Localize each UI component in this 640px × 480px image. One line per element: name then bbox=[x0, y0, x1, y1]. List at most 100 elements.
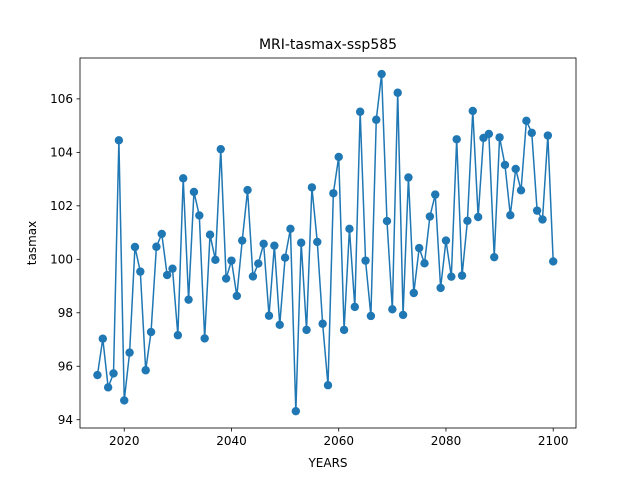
data-point bbox=[130, 242, 140, 252]
data-point bbox=[296, 238, 306, 247]
data-point bbox=[291, 406, 301, 416]
axes-frame bbox=[79, 57, 577, 429]
y-tick-label: 100 bbox=[50, 253, 73, 267]
x-axis-label: YEARS bbox=[307, 456, 347, 470]
data-point bbox=[447, 272, 456, 281]
data-point bbox=[431, 190, 440, 199]
data-point bbox=[275, 320, 284, 330]
data-point bbox=[189, 187, 199, 197]
data-point bbox=[334, 152, 343, 162]
data-point bbox=[157, 229, 166, 239]
data-point bbox=[355, 107, 365, 116]
chart-title: MRI-tasmax-ssp585 bbox=[259, 37, 397, 53]
data-point bbox=[345, 224, 354, 234]
data-point bbox=[516, 186, 526, 195]
x-tick-label: 2100 bbox=[538, 434, 569, 448]
data-point bbox=[468, 106, 477, 116]
data-point bbox=[270, 241, 279, 250]
data-point bbox=[227, 256, 236, 265]
data-point bbox=[103, 383, 113, 392]
series-layer bbox=[93, 69, 558, 416]
data-point bbox=[323, 381, 333, 390]
data-point bbox=[173, 331, 183, 340]
data-point bbox=[243, 185, 252, 195]
data-point bbox=[372, 115, 381, 124]
data-point bbox=[495, 133, 504, 142]
data-point bbox=[441, 236, 451, 245]
data-point bbox=[259, 239, 268, 248]
data-point bbox=[141, 366, 150, 375]
x-tick-label: 2020 bbox=[109, 434, 140, 448]
y-axis-ticks: 94 96 98 100 102 104 106 bbox=[50, 92, 80, 427]
data-point bbox=[463, 216, 472, 226]
data-point bbox=[414, 243, 424, 253]
data-point bbox=[195, 211, 204, 220]
y-tick-label: 94 bbox=[58, 413, 73, 427]
data-point bbox=[286, 224, 295, 234]
data-point bbox=[522, 116, 531, 126]
data-point bbox=[457, 271, 467, 280]
data-point bbox=[506, 211, 515, 220]
data-point bbox=[302, 325, 311, 335]
data-point bbox=[93, 370, 102, 380]
data-point bbox=[205, 230, 215, 239]
data-point bbox=[339, 325, 349, 335]
data-point bbox=[232, 291, 242, 301]
data-point bbox=[538, 215, 547, 224]
data-point bbox=[264, 311, 274, 320]
data-point bbox=[549, 257, 558, 266]
plot-area: 2020 2040 2060 2080 2100 94 96 98 100 102 104 106 bbox=[50, 57, 577, 448]
data-point bbox=[511, 164, 520, 174]
data-point bbox=[543, 131, 553, 140]
data-point bbox=[377, 69, 386, 79]
data-point bbox=[120, 396, 129, 405]
data-point bbox=[211, 255, 220, 265]
y-tick-label: 102 bbox=[50, 199, 73, 213]
y-tick-label: 96 bbox=[58, 360, 73, 374]
data-point bbox=[420, 259, 429, 268]
data-point bbox=[382, 216, 392, 226]
data-point bbox=[125, 348, 134, 357]
y-tick-label: 98 bbox=[58, 306, 73, 320]
y-tick-label: 104 bbox=[50, 146, 73, 160]
x-tick-label: 2060 bbox=[323, 434, 354, 448]
data-point bbox=[425, 212, 435, 221]
data-point bbox=[114, 136, 124, 145]
data-point bbox=[152, 242, 161, 251]
data-point bbox=[500, 160, 510, 170]
data-point bbox=[200, 334, 209, 343]
data-point bbox=[136, 267, 145, 276]
data-point bbox=[436, 283, 445, 293]
x-tick-label: 2080 bbox=[431, 434, 462, 448]
data-point bbox=[366, 311, 376, 321]
y-axis-label: tasmax bbox=[25, 221, 39, 265]
data-point bbox=[179, 174, 188, 183]
data-point bbox=[393, 88, 402, 97]
data-point bbox=[361, 256, 370, 265]
data-point bbox=[238, 236, 247, 245]
data-point bbox=[280, 253, 290, 262]
data-point bbox=[527, 128, 536, 138]
data-point bbox=[329, 189, 338, 198]
data-point bbox=[168, 264, 177, 273]
data-point bbox=[388, 305, 397, 314]
data-point bbox=[350, 302, 360, 312]
data-point bbox=[484, 129, 494, 139]
data-point bbox=[398, 310, 408, 320]
data-point bbox=[248, 272, 258, 281]
data-point bbox=[109, 369, 118, 378]
series-line bbox=[96, 73, 554, 412]
data-point bbox=[313, 237, 322, 247]
data-point bbox=[146, 327, 156, 337]
data-point bbox=[404, 173, 413, 182]
data-point bbox=[409, 288, 418, 298]
data-point bbox=[162, 270, 172, 280]
data-point bbox=[490, 252, 499, 262]
data-point bbox=[184, 295, 193, 304]
data-point bbox=[307, 183, 317, 192]
data-point bbox=[473, 212, 483, 222]
x-tick-label: 2040 bbox=[216, 434, 247, 448]
data-point bbox=[98, 334, 107, 343]
data-point bbox=[318, 319, 327, 328]
